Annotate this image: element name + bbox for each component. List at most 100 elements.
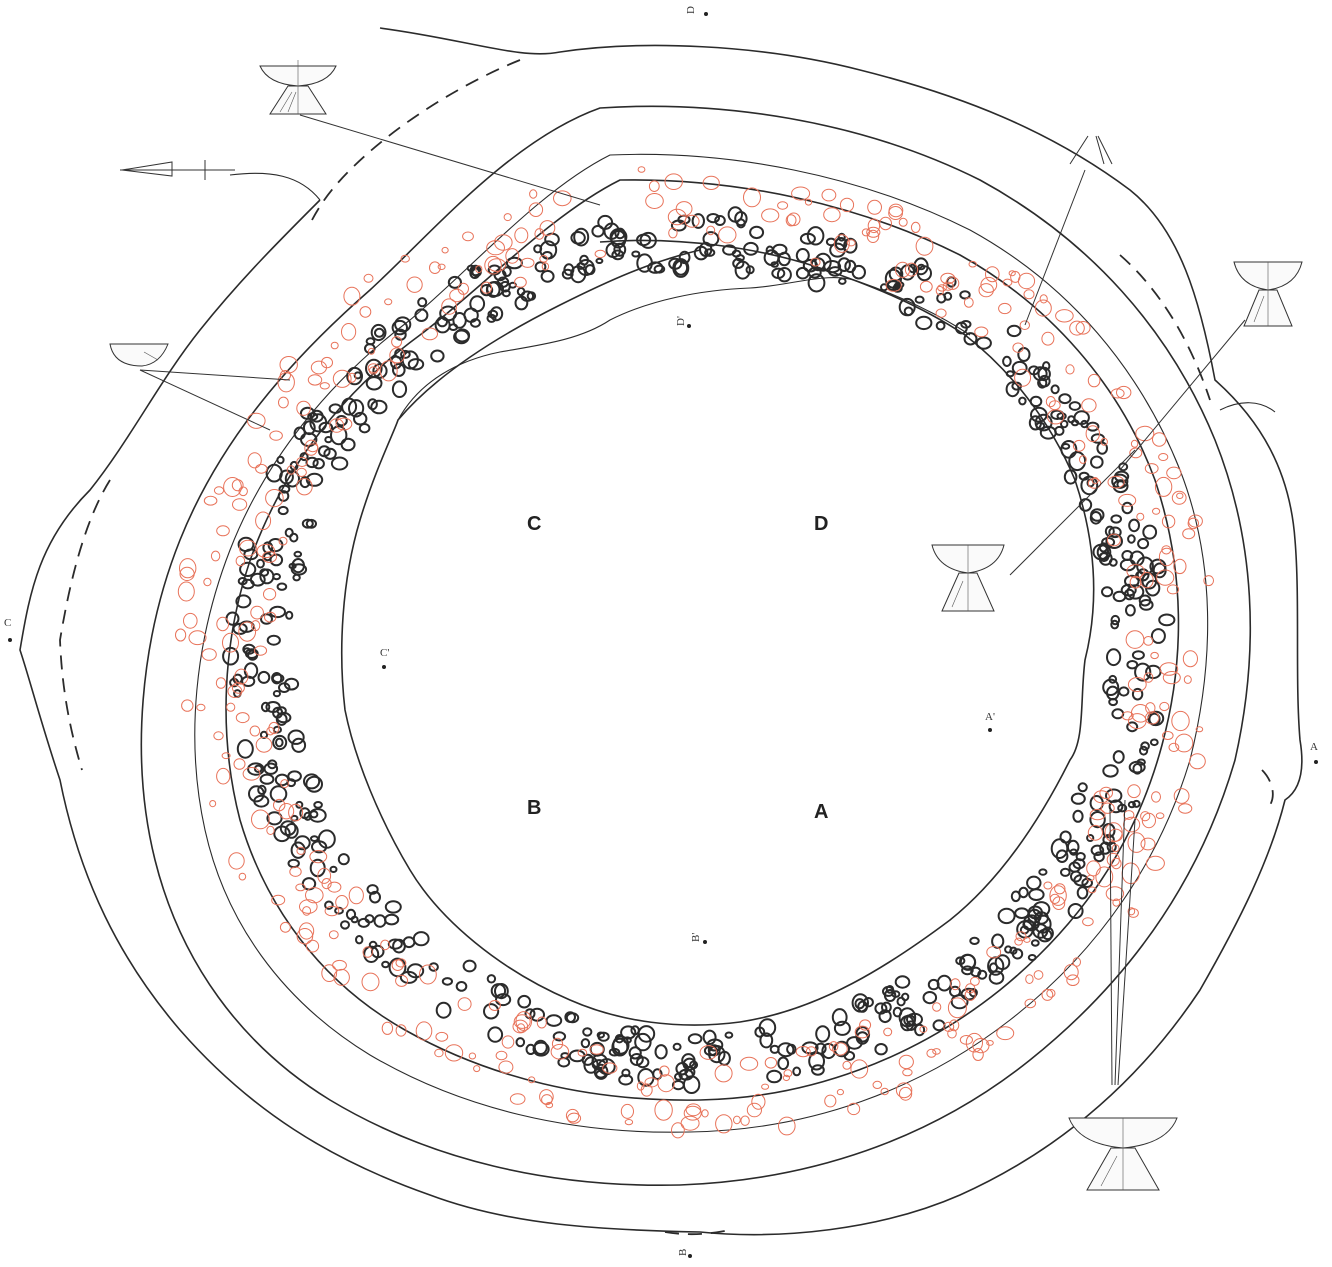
- stone-black: [447, 275, 462, 289]
- stone-black: [687, 1033, 703, 1045]
- stone-red: [940, 272, 956, 285]
- stone-red: [1129, 447, 1143, 459]
- stone-black: [269, 785, 288, 803]
- stone-red: [1166, 584, 1180, 595]
- stone-black: [886, 280, 900, 292]
- stone-black: [348, 399, 365, 418]
- stone-red: [888, 206, 903, 220]
- stone-red: [577, 1048, 588, 1057]
- stone-red: [567, 1112, 582, 1124]
- stone-black: [284, 470, 300, 488]
- stone-red: [968, 260, 977, 268]
- stone-black: [279, 820, 297, 836]
- stone-red: [347, 372, 357, 383]
- stone-black: [636, 233, 652, 247]
- stone-black: [857, 1000, 868, 1013]
- stone-red: [872, 1080, 883, 1090]
- stone-black: [573, 227, 590, 247]
- stone-black: [614, 1034, 625, 1044]
- stone-black: [1138, 594, 1152, 607]
- stone-black: [1126, 584, 1145, 600]
- stone-red: [1023, 936, 1031, 943]
- stone-red: [1182, 528, 1196, 540]
- stone-red: [1033, 970, 1044, 980]
- stone-black: [1139, 745, 1149, 756]
- stone-black: [1005, 370, 1015, 378]
- stone-black: [771, 267, 786, 279]
- stone-red: [1118, 493, 1137, 507]
- stone-red: [1173, 788, 1190, 804]
- stone-black: [310, 835, 319, 842]
- stone-black: [749, 225, 765, 240]
- stone-black: [892, 284, 903, 293]
- stone-black: [301, 518, 314, 529]
- stone-black: [1112, 750, 1125, 764]
- stone-black: [792, 1066, 802, 1077]
- stone-black: [727, 206, 743, 223]
- stone-red: [1152, 507, 1161, 515]
- stone-black: [469, 295, 486, 313]
- stone-black: [595, 257, 604, 264]
- stone-red: [262, 551, 277, 563]
- stone-black: [295, 800, 304, 809]
- stone-red: [310, 360, 327, 375]
- stone-red: [1105, 886, 1125, 901]
- stone-red: [1045, 396, 1056, 408]
- stone-black: [795, 248, 810, 263]
- stone-red: [685, 1103, 702, 1117]
- stone-black: [885, 985, 895, 994]
- stone-black: [932, 1019, 946, 1032]
- stone-red: [1166, 466, 1182, 480]
- stone-black: [275, 737, 284, 748]
- stone-red: [932, 1048, 941, 1055]
- stone-black: [1110, 619, 1120, 630]
- stone-black: [273, 825, 291, 843]
- stone-black: [323, 447, 337, 460]
- stone-black: [915, 315, 933, 331]
- stone-black: [259, 773, 275, 785]
- stone-black: [1035, 421, 1046, 430]
- stone-red: [277, 372, 295, 393]
- stone-black: [988, 970, 1005, 985]
- stone-black: [1002, 355, 1012, 367]
- stone-red: [895, 261, 911, 278]
- stone-red: [238, 621, 257, 642]
- stone-red: [1087, 886, 1097, 894]
- stone-red: [332, 369, 352, 388]
- stone-black: [276, 582, 288, 591]
- stone-red: [1054, 883, 1066, 895]
- stone-black: [844, 259, 857, 273]
- stone-red: [1155, 812, 1165, 820]
- section-point-c: C: [4, 617, 12, 642]
- stone-black: [291, 737, 307, 753]
- stone-red: [319, 382, 330, 390]
- quadrant-label-b: B: [527, 797, 541, 819]
- stone-red: [1125, 630, 1145, 649]
- stone-black: [237, 536, 255, 553]
- stone-black: [608, 1047, 621, 1057]
- stone-red: [1085, 425, 1101, 443]
- stone-red: [1002, 278, 1013, 287]
- stone-black: [896, 996, 906, 1007]
- stone-red: [751, 1093, 766, 1110]
- stone-red: [415, 1021, 433, 1041]
- section-point-b-prime: B': [690, 933, 707, 944]
- stone-black: [487, 309, 499, 319]
- stone-black: [262, 541, 274, 554]
- stone-red: [1041, 331, 1055, 346]
- stone-red: [1129, 575, 1142, 589]
- stone-red: [1128, 713, 1147, 730]
- stone-red: [919, 280, 933, 293]
- stone-red: [791, 186, 811, 201]
- stone-black: [370, 323, 387, 342]
- stone-black: [955, 956, 966, 966]
- stone-red: [904, 262, 919, 277]
- stone-red: [823, 207, 841, 223]
- stone-red: [505, 248, 520, 264]
- stone-black: [483, 1003, 500, 1020]
- stone-red: [832, 1042, 848, 1056]
- stone-black: [454, 328, 471, 343]
- stone-black: [1120, 583, 1137, 597]
- stone-black: [754, 1026, 766, 1038]
- stone-black: [381, 960, 390, 969]
